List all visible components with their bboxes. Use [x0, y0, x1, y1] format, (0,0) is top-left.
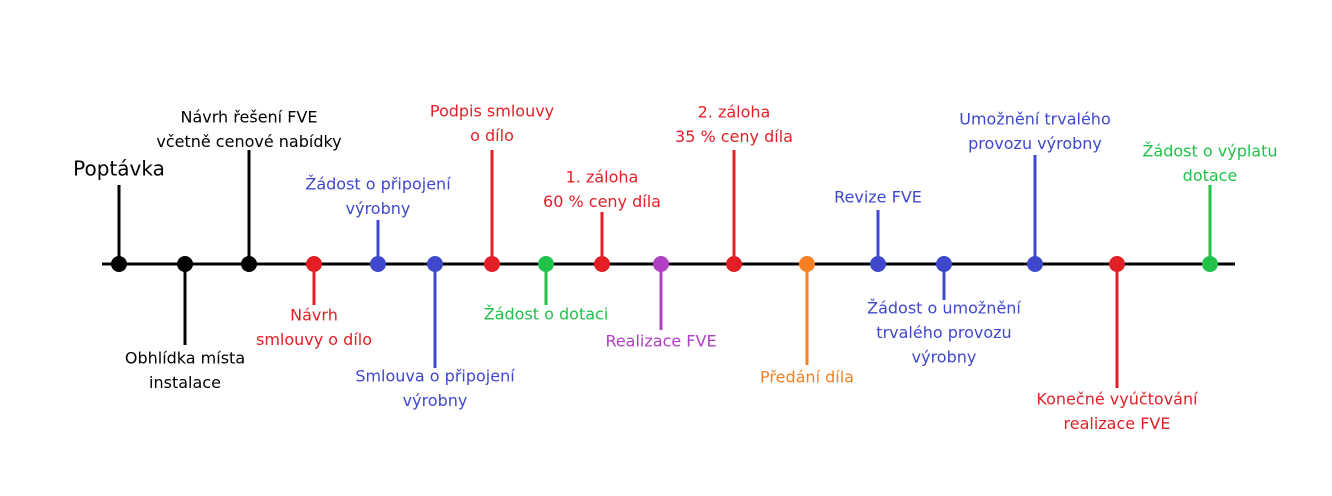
milestone-dot — [1027, 256, 1043, 272]
milestone-label: Poptávka — [73, 157, 165, 181]
milestone-dot — [870, 256, 886, 272]
milestone-label: Žádost o dotaci — [484, 305, 609, 324]
milestone-dot — [653, 256, 669, 272]
milestone-dot — [484, 256, 500, 272]
milestone-label: Podpis smlouvy — [430, 102, 554, 121]
milestone-label: Revize FVE — [834, 188, 922, 207]
milestone-label: smlouvy o dílo — [256, 330, 372, 349]
milestone-label: Žádost o umožnění — [867, 299, 1021, 318]
milestone-label: 1. záloha — [566, 168, 639, 187]
milestone-dot — [427, 256, 443, 272]
milestone-dot — [241, 256, 257, 272]
milestone-label: výrobny — [912, 348, 977, 367]
milestone-dot — [1202, 256, 1218, 272]
milestone-label: o dílo — [470, 126, 514, 145]
milestone-label: Návrh řešení FVE — [181, 108, 318, 127]
milestone-dot — [538, 256, 554, 272]
milestone-dot — [111, 256, 127, 272]
milestone-label: Obhlídka místa — [125, 349, 245, 368]
milestone-label: Realizace FVE — [605, 332, 716, 351]
milestone-dot — [799, 256, 815, 272]
milestone-label: včetně cenové nabídky — [156, 132, 341, 151]
milestone-label: Umožnění trvalého — [959, 110, 1110, 129]
milestone-label: výrobny — [403, 391, 468, 410]
milestone-label: Předání díla — [760, 368, 854, 387]
milestone-dot — [306, 256, 322, 272]
milestone-dot — [370, 256, 386, 272]
milestone-label: Žádost o připojení — [305, 175, 451, 194]
milestone-label: 35 % ceny díla — [675, 127, 793, 146]
milestone-label: trvalého provozu — [876, 323, 1011, 342]
milestone-label: realizace FVE — [1064, 414, 1171, 433]
milestone-label: 2. záloha — [698, 103, 771, 122]
milestone-label: Žádost o výplatu — [1142, 142, 1277, 161]
milestone-label: Smlouva o připojení — [355, 367, 515, 386]
milestone-dot — [1109, 256, 1125, 272]
milestone-label: Návrh — [290, 306, 338, 325]
milestone-dot — [936, 256, 952, 272]
milestone-label: instalace — [149, 373, 221, 392]
milestone-dot — [177, 256, 193, 272]
milestone-dot — [726, 256, 742, 272]
milestone-label: 60 % ceny díla — [543, 192, 661, 211]
milestone-label: výrobny — [346, 199, 411, 218]
milestone-label: dotace — [1183, 166, 1238, 185]
milestone-label: provozu výrobny — [968, 134, 1102, 153]
milestone-dot — [594, 256, 610, 272]
milestone-label: Konečné vyúčtování — [1036, 390, 1198, 409]
